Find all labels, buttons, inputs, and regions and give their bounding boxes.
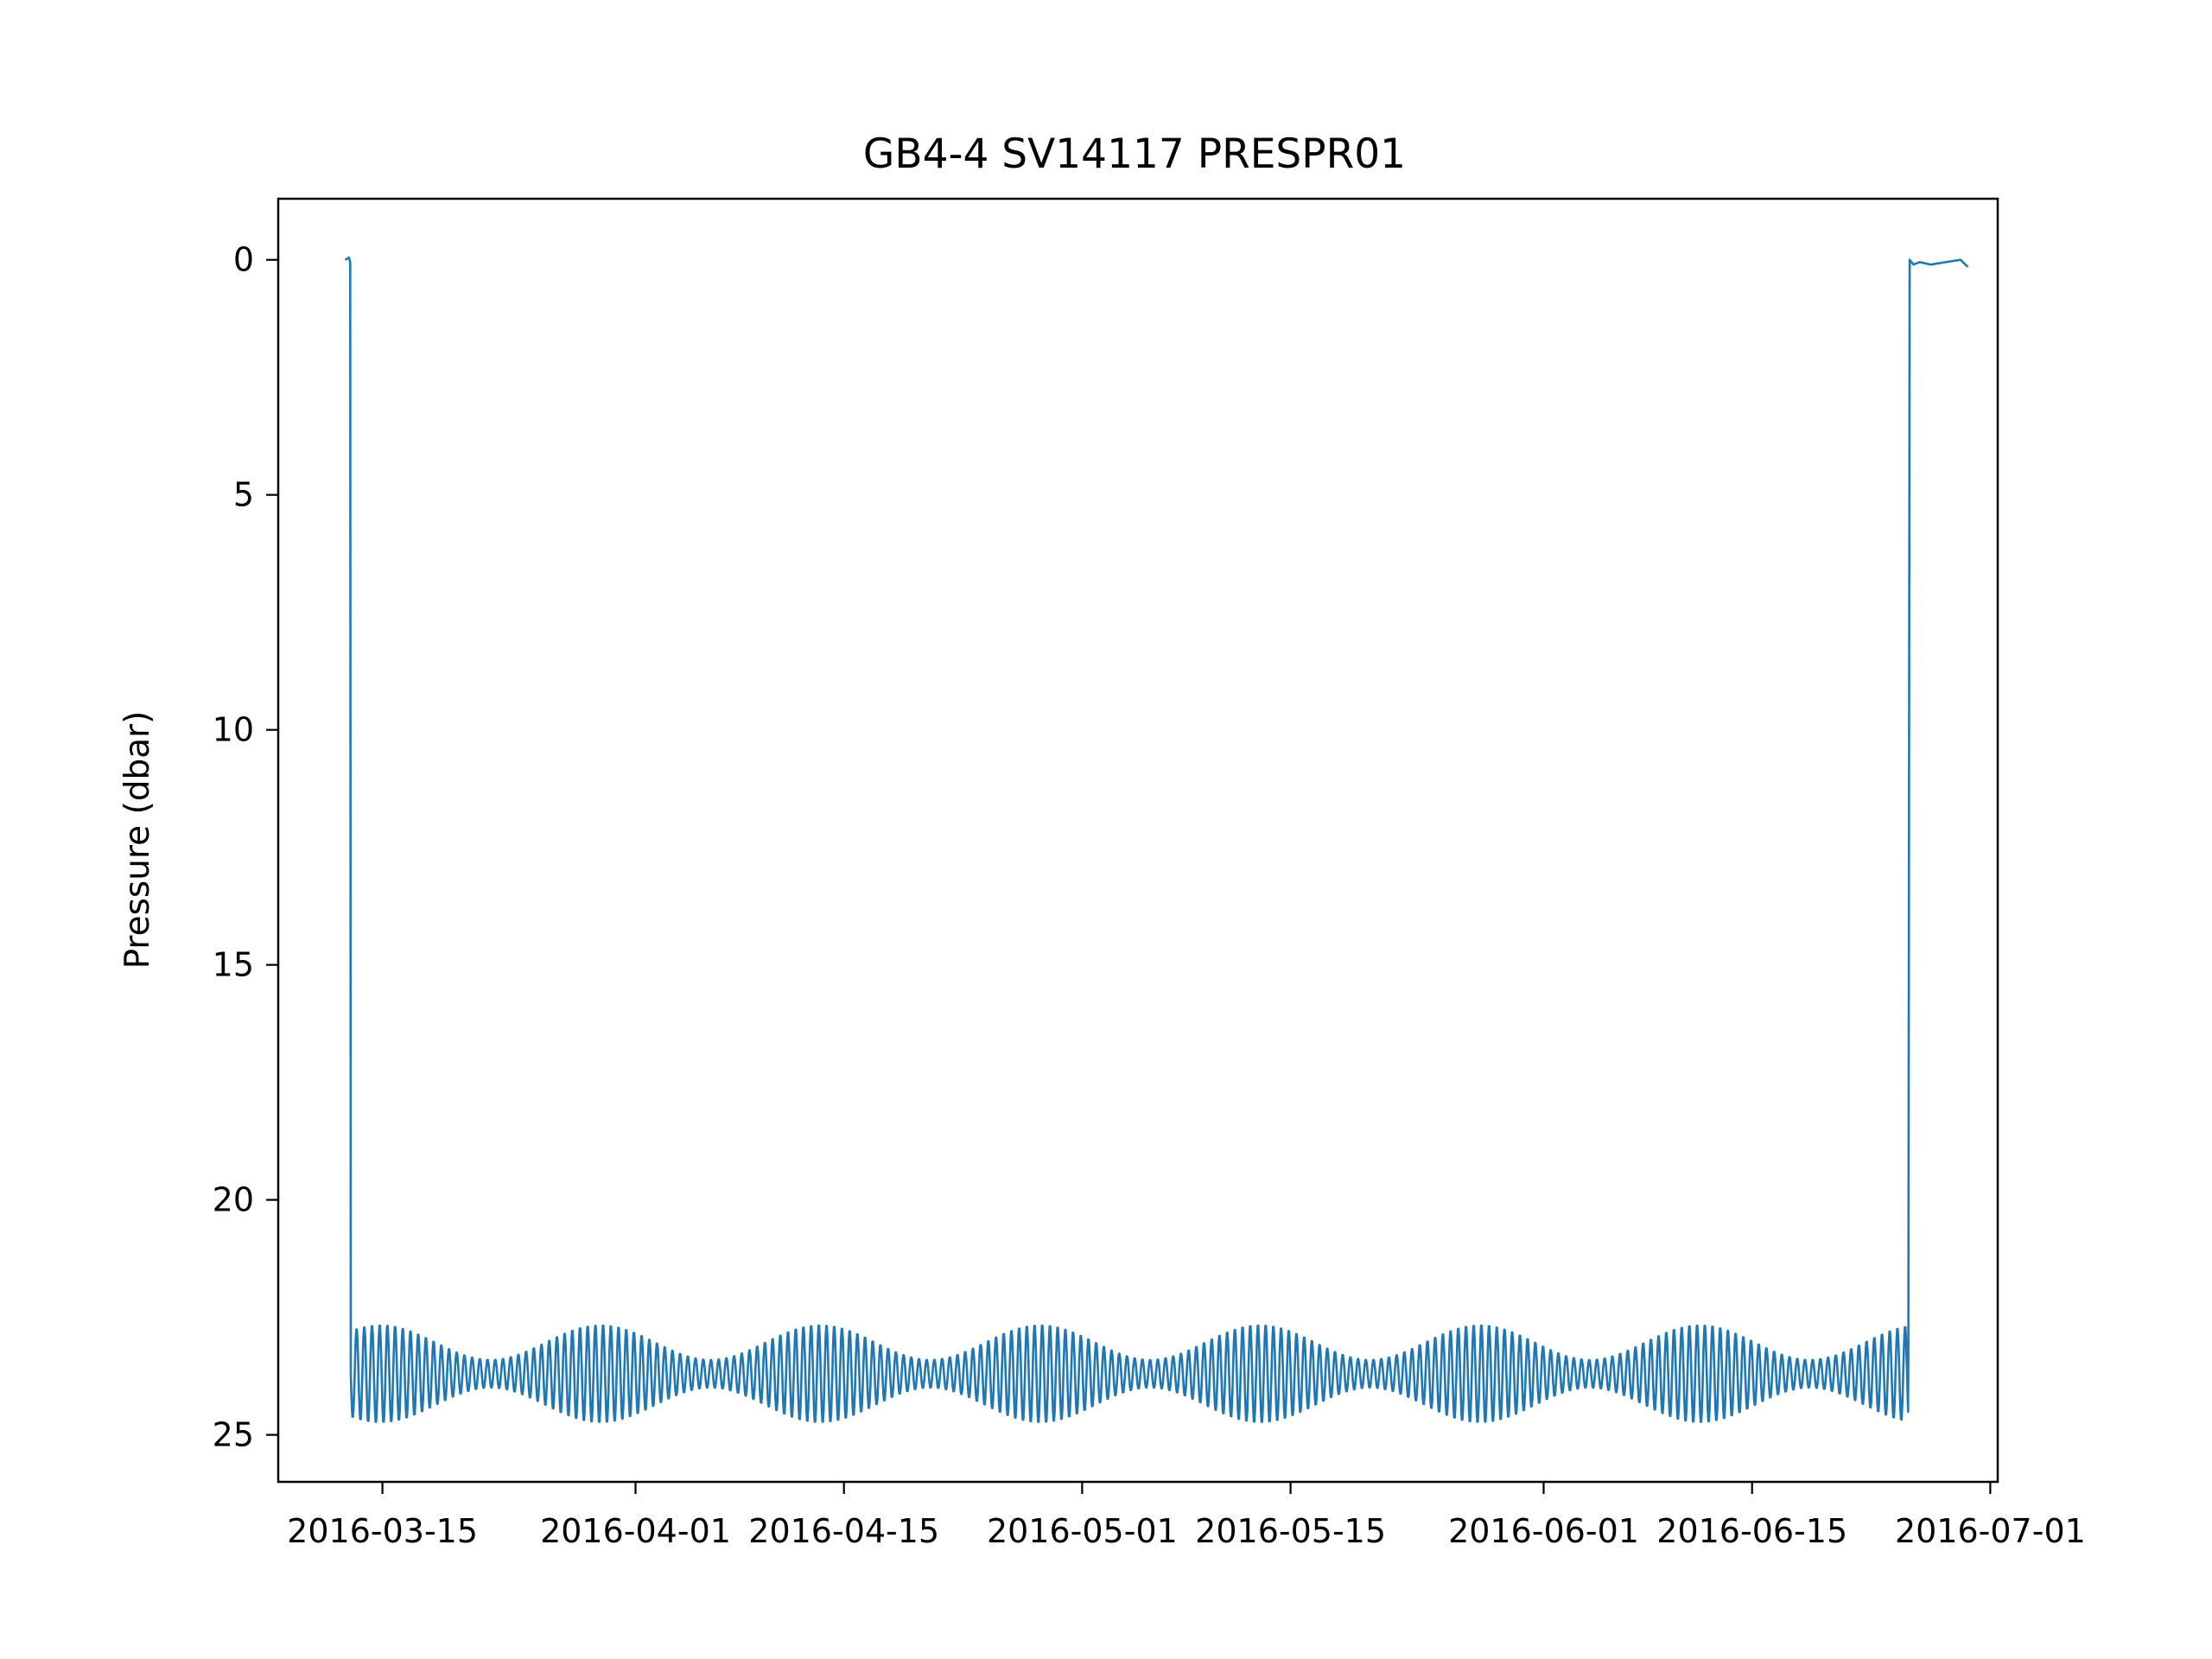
x-tick-label: 2016-07-01 <box>1895 1512 2086 1550</box>
x-tick-label: 2016-06-01 <box>1448 1512 1639 1550</box>
y-tick-label: 0 <box>233 241 254 279</box>
y-tick-label: 5 <box>233 476 254 514</box>
plot-area: 2016-03-15 2016-04-01 2016-04-15 2016-05-01… <box>213 197 2086 1550</box>
x-tick-label: 2016-04-01 <box>540 1512 731 1550</box>
y-tick-label: 10 <box>213 711 254 749</box>
x-tick-label: 2016-03-15 <box>287 1512 478 1550</box>
x-tick-label: 2016-04-15 <box>748 1512 939 1550</box>
x-axis: 2016-03-15 2016-04-01 2016-04-15 2016-05-01… <box>287 1482 2086 1550</box>
x-tick-label: 2016-05-01 <box>987 1512 1178 1550</box>
pressure-series-line <box>344 256 1969 1423</box>
plot-frame <box>276 197 1999 1484</box>
series-layer <box>344 256 1969 1423</box>
x-tick-label: 2016-05-15 <box>1195 1512 1386 1550</box>
chart-title: GB4-4 SV14117 PRESPR01 <box>863 130 1406 178</box>
y-tick-label: 25 <box>213 1416 254 1454</box>
y-tick-label: 20 <box>213 1181 254 1219</box>
y-axis: 0 5 10 15 20 25 <box>213 241 278 1454</box>
y-tick-label: 15 <box>213 946 254 984</box>
y-axis-label: Pressure (dbar) <box>118 711 157 969</box>
x-tick-label: 2016-06-15 <box>1656 1512 1847 1550</box>
